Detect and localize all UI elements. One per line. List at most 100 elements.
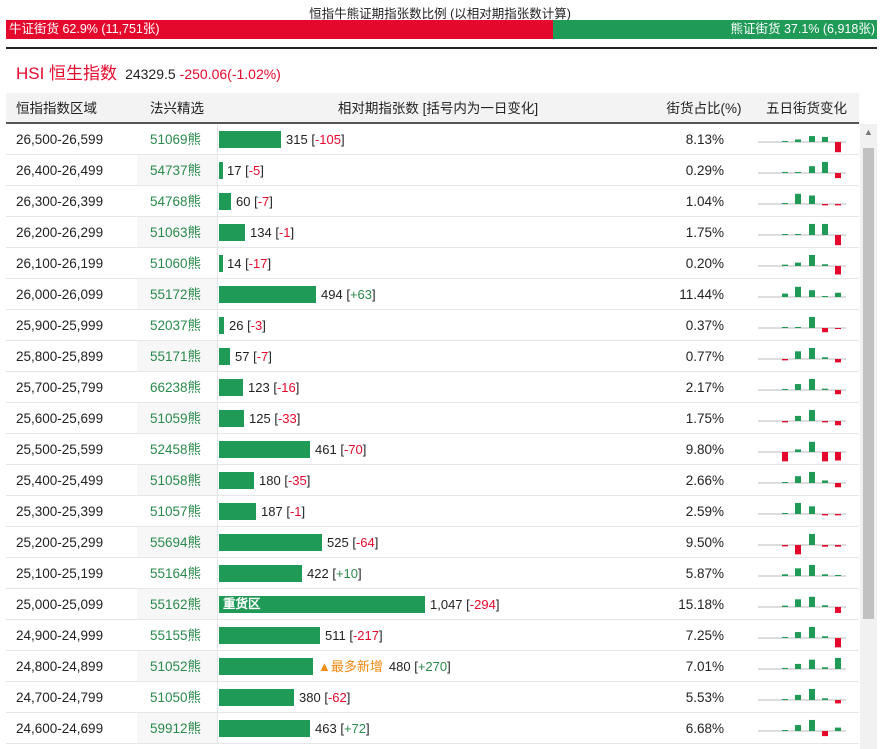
pick-warrant-link[interactable]: 52458熊	[150, 442, 202, 457]
trend-sparkline	[754, 620, 859, 650]
trend-bar	[822, 545, 828, 547]
pick-warrant-link[interactable]: 55164熊	[150, 566, 202, 581]
table-row[interactable]: 25,100-25,199 55164熊 422 [+10] 5.87%	[6, 558, 859, 589]
scrollbar-thumb[interactable]	[863, 148, 874, 619]
trend-bar	[835, 483, 841, 488]
pick-warrant-link[interactable]: 55171熊	[137, 341, 217, 371]
pick-warrant-link[interactable]: 51069熊	[150, 132, 202, 147]
table-row[interactable]: 26,400-26,499 54737熊 17 [-5] 0.29%	[6, 155, 859, 186]
trend-bar	[782, 482, 788, 483]
trend-bar	[782, 327, 788, 328]
pick-warrant-link[interactable]: 54768熊	[150, 194, 202, 209]
table-row[interactable]: 25,200-25,299 55694熊 525 [-64] 9.50%	[6, 527, 859, 558]
count-cell: 461 [-70]	[217, 434, 659, 464]
pick-warrant-link[interactable]: 51057熊	[150, 504, 202, 519]
trend-sparkline	[754, 558, 859, 588]
pick-warrant-link[interactable]: 59912熊	[137, 713, 217, 743]
header-ratio[interactable]: 街货占比(%)	[666, 101, 742, 116]
pick-warrant-link[interactable]: 55155熊	[150, 628, 202, 643]
table-row[interactable]: 26,100-26,199 51060熊 14 [-17] 0.20%	[6, 248, 859, 279]
count-value: 525	[327, 535, 349, 550]
count-change: -105	[314, 132, 341, 147]
trend-bar	[822, 357, 828, 359]
header-count[interactable]: 相对期指张数 [括号内为一日变化]	[337, 101, 539, 116]
range-cell: 25,900-25,999	[16, 318, 104, 333]
ratio-cell: 1.75%	[685, 225, 724, 240]
trend-bar	[835, 173, 841, 179]
trend-bar	[782, 359, 788, 361]
most-new-badge: ▲最多新增	[318, 659, 383, 674]
table-row[interactable]: 26,000-26,099 55172熊 494 [+63] 11.44%	[6, 279, 859, 310]
ratio-cell: 0.77%	[685, 349, 724, 364]
pick-warrant-link[interactable]: 55694熊	[137, 527, 217, 557]
scroll-up-arrow-icon[interactable]: ▲	[864, 127, 873, 137]
trend-sparkline	[754, 372, 859, 402]
table-row[interactable]: 25,600-25,699 51059熊 125 [-33] 1.75%	[6, 403, 859, 434]
range-cell: 26,100-26,199	[16, 256, 104, 271]
pick-warrant-link[interactable]: 55172熊	[137, 279, 217, 309]
table-row[interactable]: 25,900-25,999 52037熊 26 [-3] 0.37%	[6, 310, 859, 341]
table-row[interactable]: 25,700-25,799 66238熊 123 [-16] 2.17%	[6, 372, 859, 403]
pick-warrant-link[interactable]: 66238熊	[150, 380, 202, 395]
trend-bar	[795, 476, 801, 483]
trend-sparkline	[754, 248, 859, 278]
table-row[interactable]: 24,700-24,799 51050熊 380 [-62] 5.53%	[6, 682, 859, 713]
ratio-cell: 2.17%	[685, 380, 724, 395]
table-row[interactable]: 26,500-26,599 51069熊 315 [-105] 8.13%	[6, 124, 859, 155]
vertical-scrollbar[interactable]: ▲	[860, 124, 877, 749]
trend-bar	[795, 545, 801, 555]
ratio-cell: 5.53%	[685, 690, 724, 705]
table-row[interactable]: 26,300-26,399 54768熊 60 [-7] 1.04%	[6, 186, 859, 217]
count-label: ▲最多新增 480 [+270]	[318, 659, 451, 674]
warrant-table: 恒指指数区域 法兴精选 相对期指张数 [括号内为一日变化] 街货占比(%) 五日…	[6, 93, 859, 749]
table-row[interactable]: 26,200-26,299 51063熊 134 [-1] 1.75%	[6, 217, 859, 248]
ratio-cell: 2.59%	[685, 504, 724, 519]
pick-warrant-link[interactable]: 51058熊	[137, 465, 217, 495]
count-change: -7	[256, 349, 269, 364]
pick-warrant-link[interactable]: 51063熊	[137, 217, 217, 247]
count-cell: 525 [-64]	[217, 527, 659, 557]
count-label: 494 [+63]	[321, 287, 376, 302]
table-row[interactable]: 25,800-25,899 55171熊 57 [-7] 0.77%	[6, 341, 859, 372]
ratio-cell: 0.37%	[685, 318, 724, 333]
count-change: +63	[349, 287, 372, 302]
count-value: 380	[299, 690, 321, 705]
pick-warrant-link[interactable]: 54737熊	[137, 155, 217, 185]
pick-warrant-link[interactable]: 51052熊	[137, 651, 217, 681]
table-row[interactable]: 24,800-24,899 51052熊 ▲最多新增 480 [+270] 7.01%	[6, 651, 859, 682]
index-name[interactable]: HSI 恒生指数	[16, 64, 118, 83]
table-row[interactable]: 25,300-25,399 51057熊 187 [-1] 2.59%	[6, 496, 859, 527]
table-row[interactable]: 25,000-25,099 55162熊 重货区 1,047 [-294] 15.18%	[6, 589, 859, 620]
pick-warrant-link[interactable]: 55162熊	[137, 589, 217, 619]
count-value: 123	[248, 380, 270, 395]
trend-bar	[835, 390, 841, 395]
pick-warrant-link[interactable]: 51059熊	[137, 403, 217, 433]
index-price: 24329.5	[125, 66, 176, 82]
pick-warrant-link[interactable]: 51060熊	[150, 256, 202, 271]
trend-bar	[835, 607, 841, 613]
count-value: 180	[259, 473, 281, 488]
header-range[interactable]: 恒指指数区域	[16, 101, 97, 116]
table-row[interactable]: 25,500-25,599 52458熊 461 [-70] 9.80%	[6, 434, 859, 465]
trend-bar	[809, 533, 815, 545]
count-value: 125	[249, 411, 271, 426]
trend-bar	[822, 421, 828, 423]
count-value: 1,047	[430, 597, 463, 612]
trend-bar	[782, 730, 788, 731]
header-trend: 五日街货变化	[766, 101, 847, 116]
trend-bar	[835, 657, 841, 669]
pick-warrant-link[interactable]: 52037熊	[150, 318, 202, 333]
range-cell: 25,500-25,599	[16, 442, 104, 457]
count-change: -64	[355, 535, 375, 550]
pick-warrant-link[interactable]: 51050熊	[150, 690, 202, 705]
trend-bar	[835, 452, 841, 461]
trend-bar	[822, 264, 828, 266]
trend-bar	[835, 235, 841, 246]
count-change: -217	[352, 628, 379, 643]
trend-sparkline	[754, 496, 859, 526]
table-row[interactable]: 25,400-25,499 51058熊 180 [-35] 2.66%	[6, 465, 859, 496]
table-row[interactable]: 24,600-24,699 59912熊 463 [+72] 6.68%	[6, 713, 859, 744]
trend-bar	[809, 719, 815, 731]
table-row[interactable]: 24,900-24,999 55155熊 511 [-217] 7.25%	[6, 620, 859, 651]
header-pick[interactable]: 法兴精选	[150, 101, 204, 116]
